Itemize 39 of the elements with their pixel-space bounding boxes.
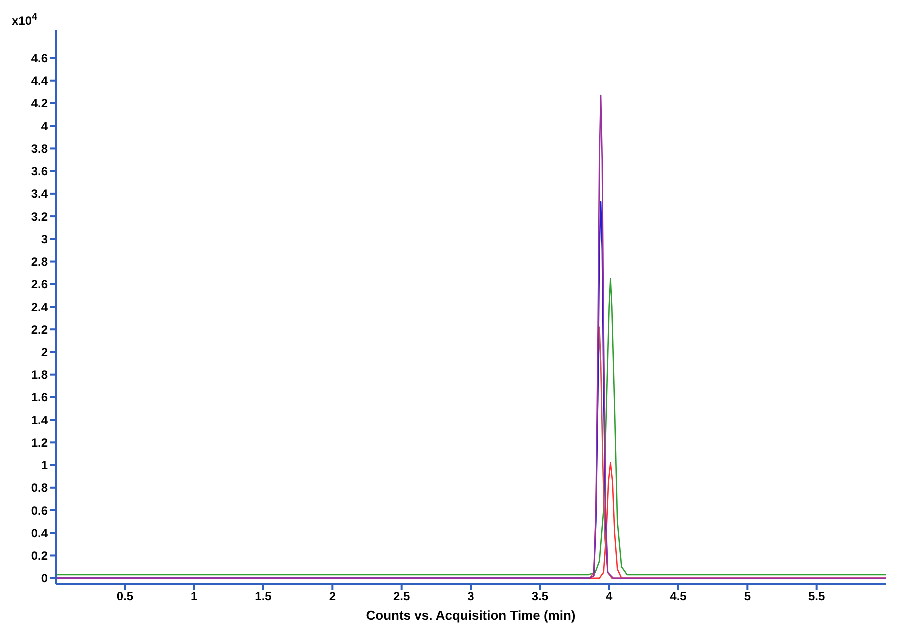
y-tick-label: 0.6 <box>31 504 48 518</box>
y-tick-label: 1.2 <box>31 436 48 450</box>
y-tick-label: 4.2 <box>31 96 48 111</box>
y-tick-label: 3.8 <box>31 142 48 156</box>
y-axis-title: x10$^{4}$ <box>12 12 38 28</box>
y-tick-label: 0 <box>41 572 48 586</box>
y-tick-label: 3 <box>41 232 48 246</box>
y-tick-label: 4.4 <box>31 74 48 88</box>
x-tick-label: 5.5 <box>808 590 826 604</box>
y-tick-label: 4.6 <box>31 52 48 66</box>
x-tick-label: 4 <box>606 590 613 604</box>
y-tick-label: 0.2 <box>31 548 48 563</box>
y-tick-label: 1.4 <box>31 413 48 428</box>
x-tick-label: 2 <box>329 590 336 604</box>
x-tick-label: 0.5 <box>116 590 134 604</box>
y-tick-label: 0.8 <box>31 481 48 496</box>
y-tick-label: 4 <box>41 119 48 134</box>
y-tick-label: 2.2 <box>31 322 48 337</box>
y-tick-label: 1 <box>41 458 48 473</box>
line-series <box>56 94 886 579</box>
y-tick-label: 1.8 <box>31 368 48 382</box>
x-tick-label: 5 <box>744 590 752 604</box>
x-tick-label: 1.5 <box>255 590 272 604</box>
x-tick-label: 2.5 <box>393 590 410 604</box>
x-tick-label: 3.5 <box>532 590 549 604</box>
x-tick-label: 3 <box>468 590 475 604</box>
y-tick-label: 2.4 <box>31 300 48 314</box>
y-tick-label: 1.6 <box>31 390 48 405</box>
y-tick-label: 3.2 <box>31 210 48 224</box>
y-tick-label: 0.4 <box>31 526 48 540</box>
x-tick-label: 1 <box>190 590 198 604</box>
y-tick-label: 2 <box>41 345 48 360</box>
y-tick-label: 3.6 <box>31 164 48 179</box>
y-tick-label: 3.4 <box>31 187 48 202</box>
x-tick-label: 4.5 <box>670 590 688 604</box>
y-tick-label: 2.6 <box>31 278 48 292</box>
y-tick-label: 2.8 <box>31 255 48 270</box>
line-series <box>56 278 886 576</box>
x-axis-title: Counts vs. Acquisition Time (min) <box>366 608 576 623</box>
